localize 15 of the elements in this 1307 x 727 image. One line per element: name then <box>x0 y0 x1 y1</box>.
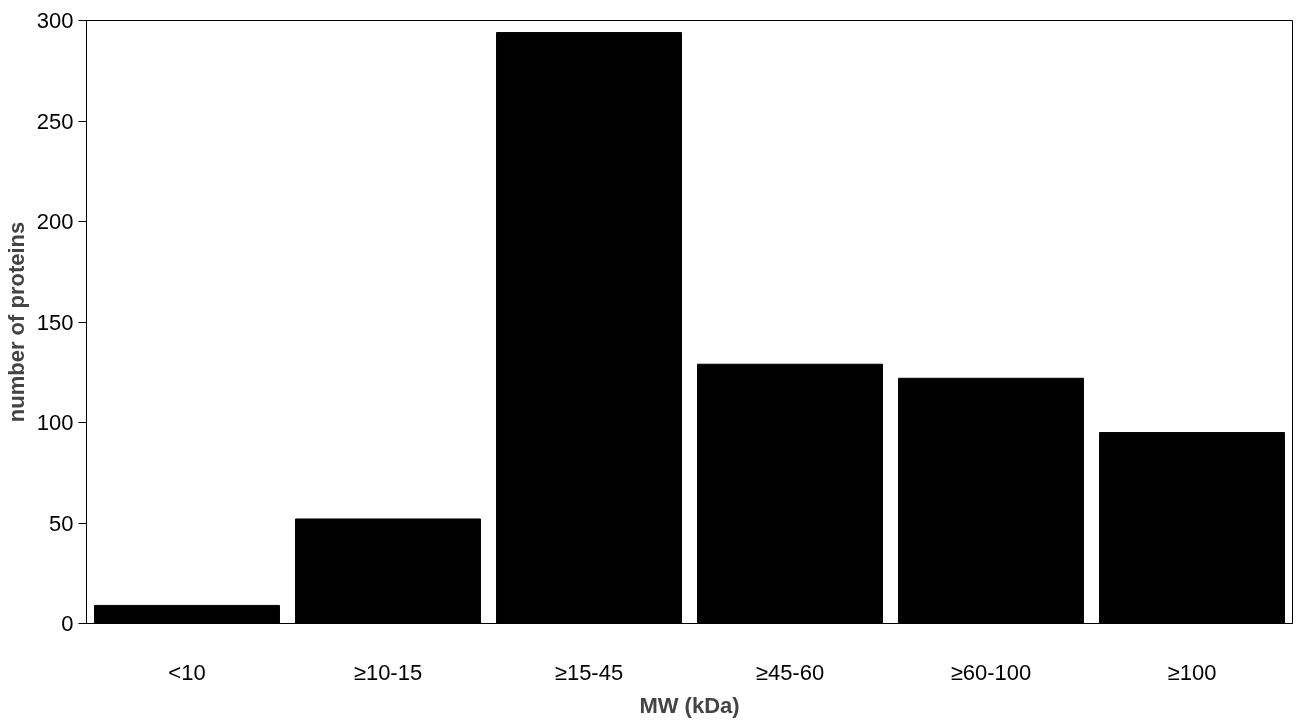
x-tick-label: ≥15-45 <box>554 659 624 685</box>
x-tick-label: ≥60-100 <box>950 659 1032 685</box>
x-tick-label: ≥100 <box>1167 659 1217 685</box>
y-tick-label: 200 <box>36 209 74 234</box>
y-tick-label: 300 <box>36 8 74 33</box>
y-axis-title: number of proteins <box>3 221 29 423</box>
y-tick-label: 50 <box>49 510 74 536</box>
y-tick-label: 250 <box>36 108 74 134</box>
y-tick-label: 150 <box>36 309 74 335</box>
x-tick-label: ≥10-15 <box>353 659 423 685</box>
y-tick-label: 0 <box>61 611 74 636</box>
x-tick-label: ≥45-60 <box>755 659 825 685</box>
y-tick-label: 100 <box>36 410 74 435</box>
x-axis-title: MW (kDa) <box>639 692 740 718</box>
x-tick-label: <10 <box>168 659 206 685</box>
